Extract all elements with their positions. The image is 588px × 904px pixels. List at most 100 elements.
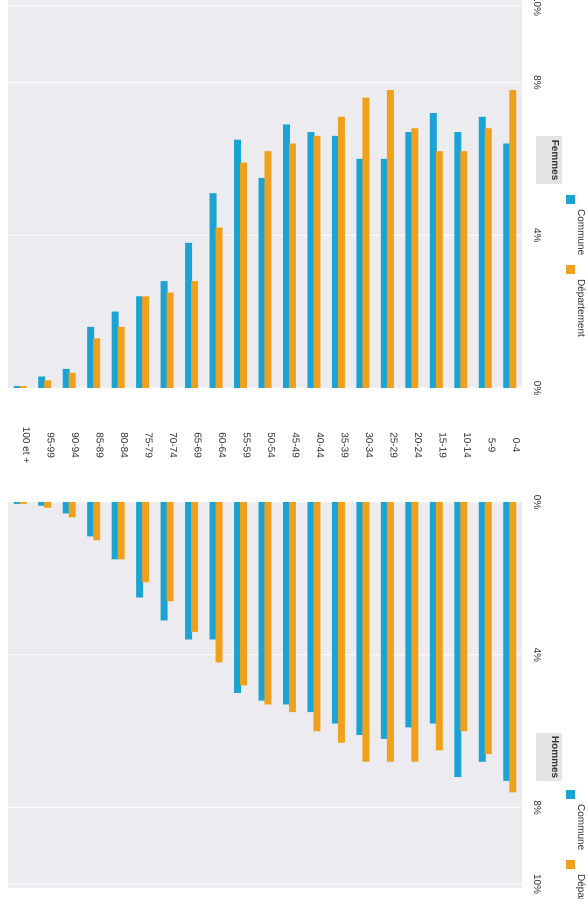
femmes-bar-departement — [337, 116, 345, 388]
hommes-bar-departement — [509, 502, 517, 793]
femmes-bar-commune — [307, 132, 315, 388]
femmes-bar-commune — [62, 368, 70, 388]
femmes-bar-departement — [215, 227, 223, 388]
hommes-tick-label: 0% — [531, 495, 542, 510]
hommes-bar-commune — [185, 502, 193, 640]
age-group-label: 45-49 — [289, 432, 300, 458]
hommes-title: Hommes — [549, 736, 560, 779]
age-group-label: 25-29 — [387, 432, 398, 458]
hommes-bar-commune — [234, 502, 242, 693]
femmes-bar-departement — [19, 386, 27, 388]
hommes-bar-commune — [503, 502, 511, 781]
hommes-bar-commune — [405, 502, 413, 728]
femmes-bar-commune — [38, 376, 46, 388]
hommes-bar-commune — [380, 502, 388, 739]
hommes-bar-departement — [337, 502, 345, 743]
hommes-bar-commune — [160, 502, 168, 621]
age-group-label: 20-24 — [412, 432, 423, 458]
hommes-title-badge — [536, 733, 562, 781]
femmes-tick-label: 10% — [531, 0, 542, 16]
age-group-label: 5-9 — [485, 438, 496, 453]
departement-legend-swatch — [566, 860, 575, 869]
femmes-bar-departement — [435, 151, 443, 388]
age-group-label: 95-99 — [45, 432, 56, 458]
age-group-label: 70-74 — [167, 432, 178, 458]
hommes-bar-commune — [331, 502, 339, 724]
hommes-bar-commune — [209, 502, 217, 640]
femmes-bar-commune — [429, 112, 437, 389]
age-group-label: 100 et + — [20, 427, 31, 464]
hommes-bar-commune — [13, 502, 21, 504]
hommes-legend: Hommes Commune Département — [536, 733, 586, 904]
hommes-bar-commune — [258, 502, 266, 701]
age-group-label: 40-44 — [314, 432, 325, 458]
departement-legend-label: Département — [575, 874, 586, 899]
hommes-tick-label: 8% — [531, 800, 542, 815]
hommes-bar-departement — [215, 502, 223, 663]
hommes-bar-departement — [362, 502, 370, 762]
hommes-tick-label: 4% — [531, 648, 542, 663]
femmes-bar-commune — [209, 193, 217, 388]
age-group-label: 10-14 — [461, 432, 472, 458]
femmes-title-badge — [536, 136, 562, 184]
age-group-label: 65-69 — [192, 432, 203, 458]
age-group-label: 85-89 — [94, 432, 105, 458]
femmes-title: Femmes — [549, 140, 560, 181]
hommes-bar-departement — [435, 502, 443, 751]
hommes-bar-departement — [19, 502, 27, 504]
hommes-bar-commune — [111, 502, 119, 560]
femmes-bar-commune — [136, 296, 144, 388]
hommes-bar-departement — [460, 502, 468, 732]
hommes-bar-departement — [44, 502, 52, 508]
hommes-tick-label: 10% — [531, 874, 542, 894]
age-group-label: 80-84 — [118, 432, 129, 458]
hommes-bar-commune — [478, 502, 486, 762]
femmes-bar-commune — [478, 116, 486, 388]
age-group-label: 35-39 — [338, 432, 349, 458]
femmes-bar-departement — [117, 326, 125, 388]
femmes-bar-commune — [185, 242, 193, 388]
femmes-bar-commune — [111, 311, 119, 388]
femmes-bar-departement — [460, 151, 468, 388]
femmes-bar-departement — [288, 143, 296, 388]
femmes-bar-departement — [362, 97, 370, 389]
hommes-bar-commune — [136, 502, 144, 598]
femmes-bar-commune — [258, 177, 266, 388]
femmes-bar-departement — [484, 128, 492, 389]
departement-legend-label: Département — [575, 279, 586, 337]
femmes-tick-label: 4% — [531, 228, 542, 243]
femmes-bar-departement — [386, 90, 394, 388]
femmes-bar-commune — [234, 139, 242, 388]
age-group-label: 55-59 — [241, 432, 252, 458]
femmes-bar-commune — [160, 281, 168, 388]
age-group-label: 30-34 — [363, 432, 374, 458]
hommes-bar-commune — [87, 502, 95, 537]
hommes-bar-commune — [62, 502, 70, 514]
femmes-bar-commune — [13, 386, 21, 388]
hommes-bar-departement — [240, 502, 248, 686]
hommes-bar-departement — [386, 502, 394, 762]
femmes-bar-departement — [68, 372, 76, 388]
departement-legend-swatch — [566, 265, 575, 274]
femmes-bar-departement — [411, 128, 419, 389]
hommes-bar-departement — [93, 502, 101, 541]
hommes-bar-commune — [429, 502, 437, 724]
age-group-label: 60-64 — [216, 432, 227, 458]
femmes-legend: Femmes Commune Département — [536, 136, 586, 337]
femmes-bar-departement — [93, 338, 101, 388]
hommes-bar-departement — [142, 502, 150, 583]
hommes-bar-departement — [264, 502, 272, 705]
commune-legend-label: Commune — [575, 804, 586, 851]
femmes-bar-departement — [166, 292, 174, 388]
hommes-bar-commune — [307, 502, 315, 713]
hommes-bar-commune — [282, 502, 290, 705]
hommes-bar-departement — [166, 502, 174, 602]
femmes-bar-commune — [454, 132, 462, 388]
femmes-bar-departement — [44, 380, 52, 388]
commune-legend-swatch — [566, 790, 575, 799]
age-group-label: 50-54 — [265, 432, 276, 458]
hommes-bar-departement — [117, 502, 125, 560]
age-group-label: 75-79 — [143, 432, 154, 458]
